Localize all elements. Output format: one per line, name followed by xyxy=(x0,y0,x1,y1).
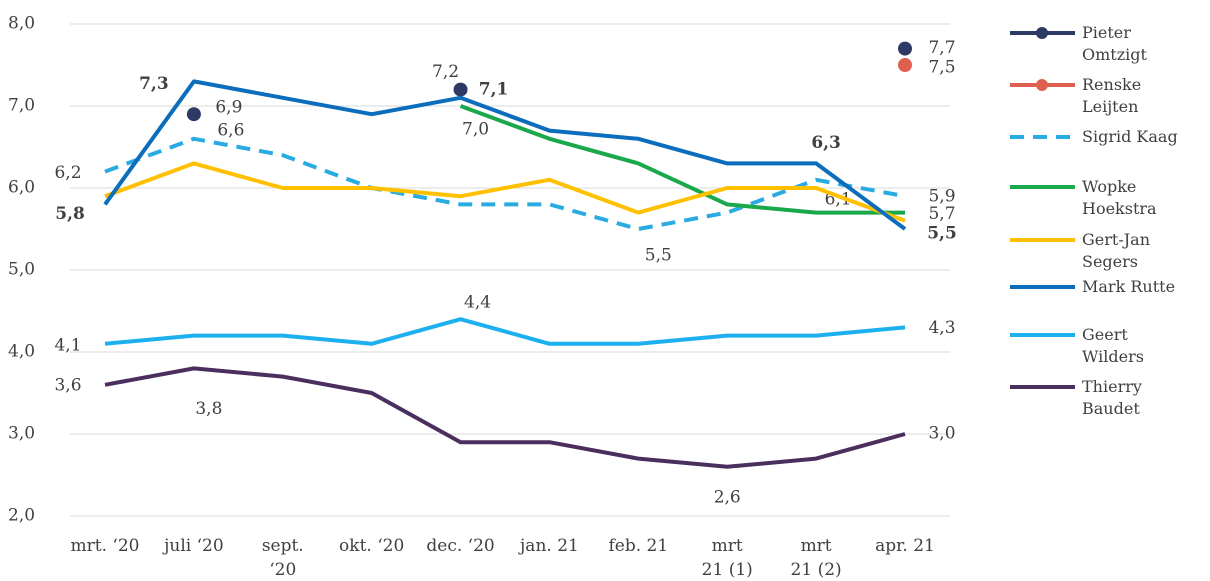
y-tick-label: 5,0 xyxy=(8,260,35,280)
data-label: 7,2 xyxy=(432,62,459,82)
data-label: 3,8 xyxy=(195,399,222,419)
series-line xyxy=(104,317,906,346)
legend-marker xyxy=(1036,79,1048,91)
data-label: 5,8 xyxy=(55,204,85,224)
legend-label: Mark Rutte xyxy=(1082,277,1176,296)
data-label: 4,3 xyxy=(928,318,955,338)
x-tick-label: dec. ‘20 xyxy=(426,536,495,556)
x-tick-label: mrt 21 (1) xyxy=(701,536,753,580)
x-tick-label: mrt 21 (2) xyxy=(790,536,842,580)
legend-label: Pieter Omtzigt xyxy=(1082,23,1147,64)
x-tick-label: mrt. ‘20 xyxy=(70,536,140,556)
y-tick-label: 4,0 xyxy=(8,342,35,362)
data-label: 7,7 xyxy=(928,38,955,58)
data-label: 5,7 xyxy=(928,204,955,224)
series-line xyxy=(104,366,906,469)
data-label: 3,0 xyxy=(928,424,955,444)
data-point xyxy=(453,82,468,97)
legend-label: Gert-Jan Segers xyxy=(1082,230,1150,271)
x-tick-label: juli ‘20 xyxy=(164,536,224,556)
data-label: 7,0 xyxy=(462,120,489,140)
x-tick-label: sept. ‘20 xyxy=(261,536,304,580)
data-label: 6,9 xyxy=(215,98,242,118)
legend-item xyxy=(1010,79,1075,91)
data-label: 7,1 xyxy=(479,79,509,99)
data-label: 5,5 xyxy=(645,246,672,266)
data-label: 6,2 xyxy=(54,163,81,183)
data-point xyxy=(186,107,201,122)
series-line xyxy=(103,79,907,231)
x-tick-label: jan. 21 xyxy=(520,536,579,556)
series-line xyxy=(104,136,906,231)
y-tick-label: 2,0 xyxy=(8,506,35,526)
y-tick-label: 3,0 xyxy=(8,424,35,444)
legend-item xyxy=(1010,27,1075,39)
data-label: 3,6 xyxy=(54,375,81,395)
y-tick-label: 8,0 xyxy=(8,14,35,34)
data-label: 2,6 xyxy=(714,487,741,507)
y-tick-label: 6,0 xyxy=(8,178,35,198)
legend-label: Renske Leijten xyxy=(1082,75,1142,116)
data-label: 6,3 xyxy=(811,133,841,153)
legend-label: Sigrid Kaag xyxy=(1082,127,1178,146)
series-line xyxy=(104,161,906,223)
data-point xyxy=(898,58,912,72)
legend-label: Thierry Baudet xyxy=(1082,377,1142,418)
x-tick-label: feb. 21 xyxy=(608,536,669,556)
data-label: 7,3 xyxy=(139,74,169,94)
data-label: 5,9 xyxy=(928,187,955,207)
data-label: 7,5 xyxy=(928,58,955,78)
x-tick-label: okt. ‘20 xyxy=(339,536,405,556)
data-label: 5,5 xyxy=(927,224,957,244)
data-label: 6,6 xyxy=(217,120,244,140)
legend-marker xyxy=(1036,27,1048,39)
legend-label: Wopke Hoekstra xyxy=(1082,177,1157,218)
x-tick-label: apr. 21 xyxy=(875,536,935,556)
data-label: 4,4 xyxy=(464,293,491,313)
data-label: 4,1 xyxy=(54,335,81,355)
legend-label: Geert Wilders xyxy=(1082,325,1144,366)
series-line xyxy=(459,104,905,215)
data-point xyxy=(898,41,912,56)
y-tick-label: 7,0 xyxy=(8,96,35,116)
